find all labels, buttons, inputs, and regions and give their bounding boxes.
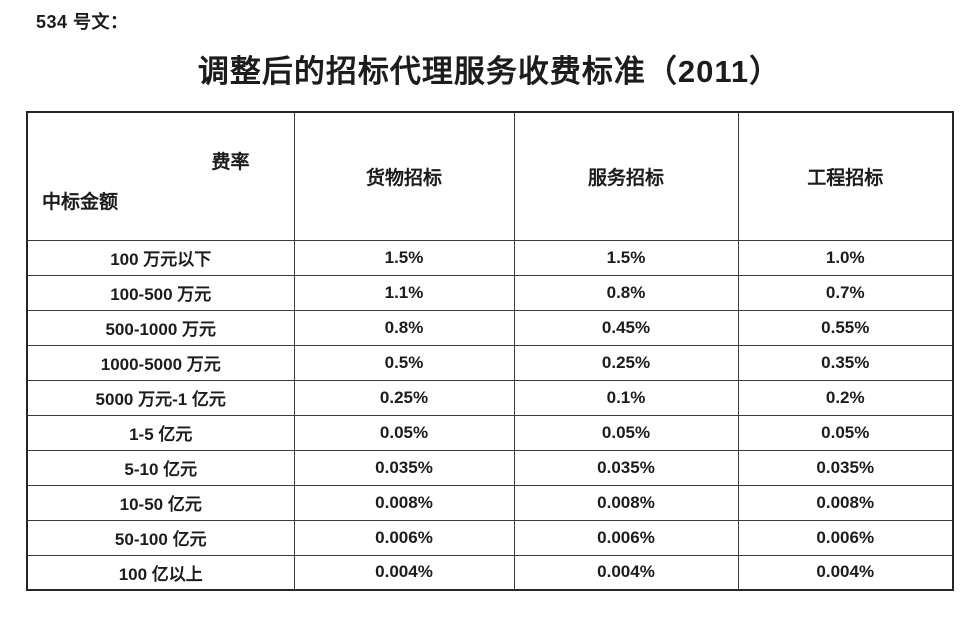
table-row: 5000 万元-1 亿元 0.25% 0.1% 0.2% — [26, 379, 954, 416]
corner-label-rate: 费率 — [211, 152, 250, 173]
table-row: 10-50 亿元 0.008% 0.008% 0.008% — [26, 484, 954, 521]
table-row: 500-1000 万元 0.8% 0.45% 0.55% — [26, 309, 954, 346]
services-rate-cell: 0.45% — [513, 309, 739, 346]
amount-range-cell: 1000-5000 万元 — [26, 344, 295, 381]
goods-rate-cell: 0.035% — [293, 449, 515, 486]
engineering-rate-cell: 0.004% — [737, 554, 954, 591]
doc-number-label: 534 号文： — [36, 12, 129, 32]
table-row: 100 亿以上 0.004% 0.004% 0.004% — [26, 554, 954, 591]
table-row: 5-10 亿元 0.035% 0.035% 0.035% — [26, 449, 954, 486]
engineering-rate-cell: 0.7% — [737, 274, 954, 311]
services-rate-cell: 1.5% — [513, 239, 739, 276]
services-rate-cell: 0.05% — [513, 414, 739, 451]
table-row: 100-500 万元 1.1% 0.8% 0.7% — [26, 274, 954, 311]
engineering-rate-cell: 1.0% — [737, 239, 954, 276]
page-title: 调整后的招标代理服务收费标准（2011） — [197, 54, 782, 89]
goods-rate-cell: 0.006% — [293, 519, 515, 556]
engineering-rate-cell: 0.008% — [737, 484, 954, 521]
goods-rate-cell: 0.5% — [293, 344, 515, 381]
amount-range-cell: 100 万元以下 — [26, 239, 295, 276]
goods-rate-cell: 0.8% — [293, 309, 515, 346]
services-rate-cell: 0.006% — [513, 519, 739, 556]
engineering-rate-cell: 0.35% — [737, 344, 954, 381]
services-rate-cell: 0.008% — [513, 484, 739, 521]
engineering-rate-cell: 0.035% — [737, 449, 954, 486]
amount-range-cell: 500-1000 万元 — [26, 309, 295, 346]
engineering-rate-cell: 0.006% — [737, 519, 954, 556]
services-rate-cell: 0.035% — [513, 449, 739, 486]
engineering-rate-cell: 0.2% — [737, 379, 954, 416]
services-rate-cell: 0.1% — [513, 379, 739, 416]
corner-label-bid-amount: 中标金额 — [42, 191, 119, 213]
amount-range-cell: 1-5 亿元 — [26, 414, 295, 451]
corner-header-cell: 费率 中标金额 — [26, 111, 295, 241]
column-header-goods: 货物招标 — [293, 111, 515, 241]
goods-rate-cell: 0.004% — [293, 554, 515, 591]
table-row: 50-100 亿元 0.006% 0.006% 0.006% — [26, 519, 954, 556]
amount-range-cell: 100 亿以上 — [26, 554, 295, 591]
column-header-engineering: 工程招标 — [737, 111, 954, 241]
fee-rate-table: 费率 中标金额 货物招标 服务招标 工程招标 100 万元以下 1.5% 1.5… — [26, 111, 954, 591]
amount-range-cell: 5-10 亿元 — [26, 449, 295, 486]
table-row: 1-5 亿元 0.05% 0.05% 0.05% — [26, 414, 954, 451]
table-header-row: 费率 中标金额 货物招标 服务招标 工程招标 — [26, 111, 954, 241]
amount-range-cell: 100-500 万元 — [26, 274, 295, 311]
engineering-rate-cell: 0.55% — [737, 309, 954, 346]
engineering-rate-cell: 0.05% — [737, 414, 954, 451]
goods-rate-cell: 0.25% — [293, 379, 515, 416]
services-rate-cell: 0.004% — [513, 554, 739, 591]
table-row: 100 万元以下 1.5% 1.5% 1.0% — [26, 239, 954, 276]
amount-range-cell: 5000 万元-1 亿元 — [26, 379, 295, 416]
services-rate-cell: 0.25% — [513, 344, 739, 381]
amount-range-cell: 50-100 亿元 — [26, 519, 295, 556]
services-rate-cell: 0.8% — [513, 274, 739, 311]
amount-range-cell: 10-50 亿元 — [26, 484, 295, 521]
goods-rate-cell: 0.05% — [293, 414, 515, 451]
table-row: 1000-5000 万元 0.5% 0.25% 0.35% — [26, 344, 954, 381]
goods-rate-cell: 1.5% — [293, 239, 515, 276]
goods-rate-cell: 0.008% — [293, 484, 515, 521]
goods-rate-cell: 1.1% — [293, 274, 515, 311]
column-header-services: 服务招标 — [513, 111, 739, 241]
